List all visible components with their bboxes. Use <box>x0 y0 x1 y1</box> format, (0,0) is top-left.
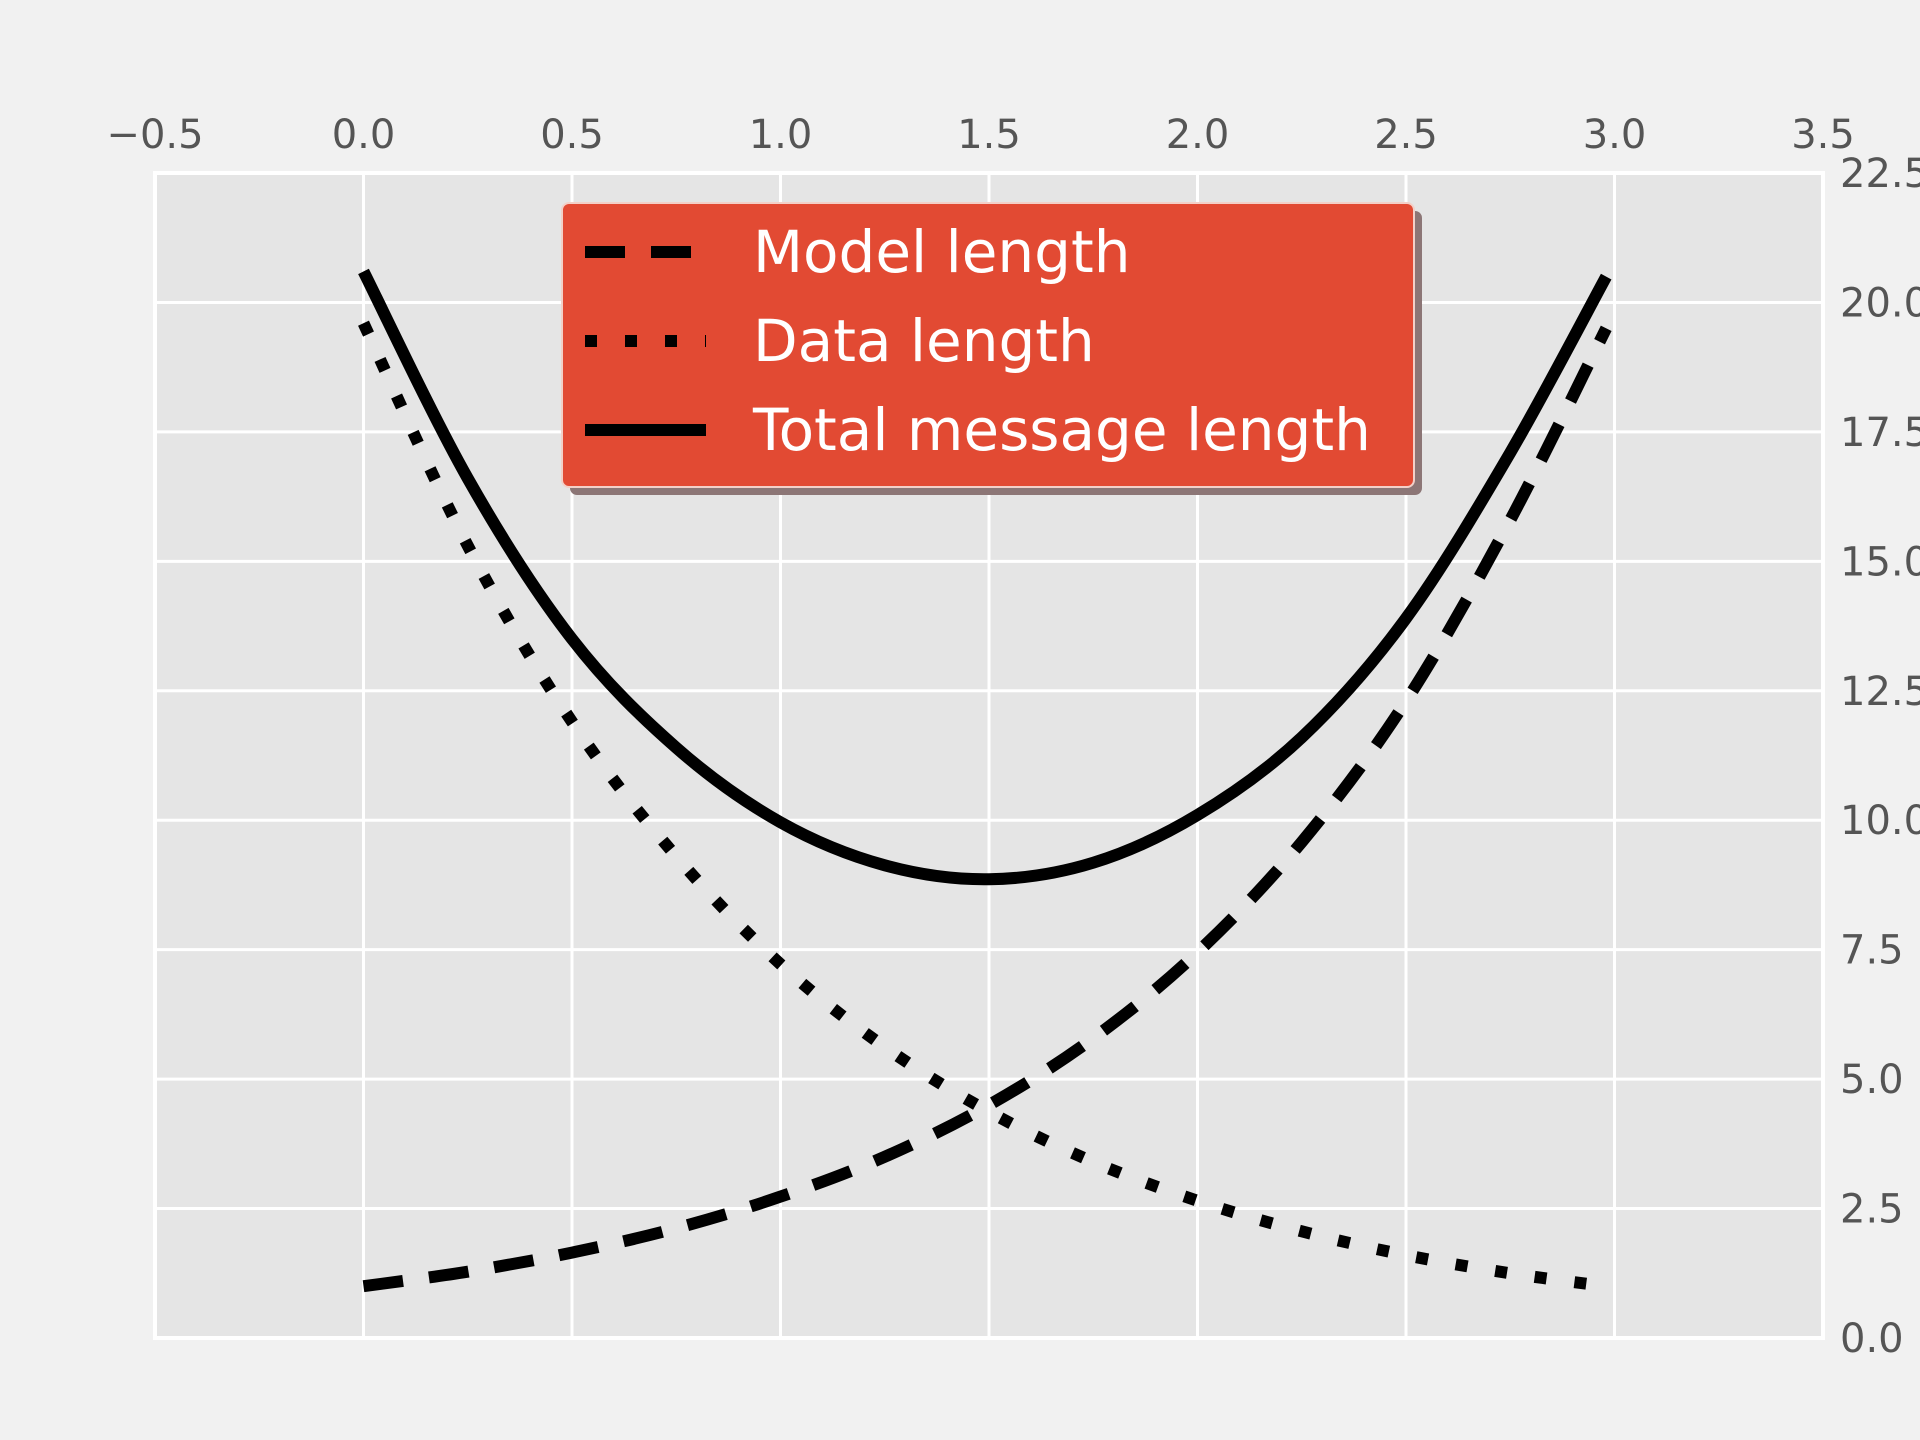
x-tick-label: −0.5 <box>106 112 203 158</box>
legend: Model length Data length Total message len… <box>561 202 1422 495</box>
y-tick-label: 22.5 <box>1840 151 1920 197</box>
y-tick-label: 20.0 <box>1840 280 1920 326</box>
y-tick-label: 0.0 <box>1840 1316 1904 1362</box>
data-length-line <box>358 320 1607 1293</box>
x-tick-label: 3.5 <box>1791 112 1855 158</box>
y-axis-ticks: 0.0 2.5 5.0 7.5 10.0 12.5 15.0 17.5 20.0 22.5 <box>1840 151 1920 1362</box>
x-tick-label: 0.5 <box>540 112 604 158</box>
y-tick-label: 17.5 <box>1840 410 1920 456</box>
series-lines <box>358 268 1612 1293</box>
y-tick-label: 15.0 <box>1840 539 1920 585</box>
legend-label-data-length: Data length <box>753 307 1095 375</box>
x-tick-label: 1.5 <box>957 112 1021 158</box>
legend-label-model-length: Model length <box>753 218 1130 286</box>
y-tick-label: 2.5 <box>1840 1187 1904 1233</box>
y-tick-label: 12.5 <box>1840 669 1920 715</box>
x-tick-label: 3.0 <box>1583 112 1647 158</box>
x-tick-label: 2.5 <box>1374 112 1438 158</box>
model-length-line <box>362 325 1612 1293</box>
x-tick-label: 2.0 <box>1166 112 1230 158</box>
x-tick-label: 0.0 <box>332 112 396 158</box>
y-tick-label: 5.0 <box>1840 1057 1904 1103</box>
total-message-length-line <box>358 268 1612 886</box>
y-tick-label: 10.0 <box>1840 798 1920 844</box>
x-axis-ticks: −0.5 0.0 0.5 1.0 1.5 2.0 2.5 3.0 3.5 <box>106 112 1854 158</box>
legend-box <box>561 202 1415 488</box>
legend-label-total-message-length: Total message length <box>752 396 1371 464</box>
y-tick-label: 7.5 <box>1840 928 1904 974</box>
x-tick-label: 1.0 <box>749 112 813 158</box>
